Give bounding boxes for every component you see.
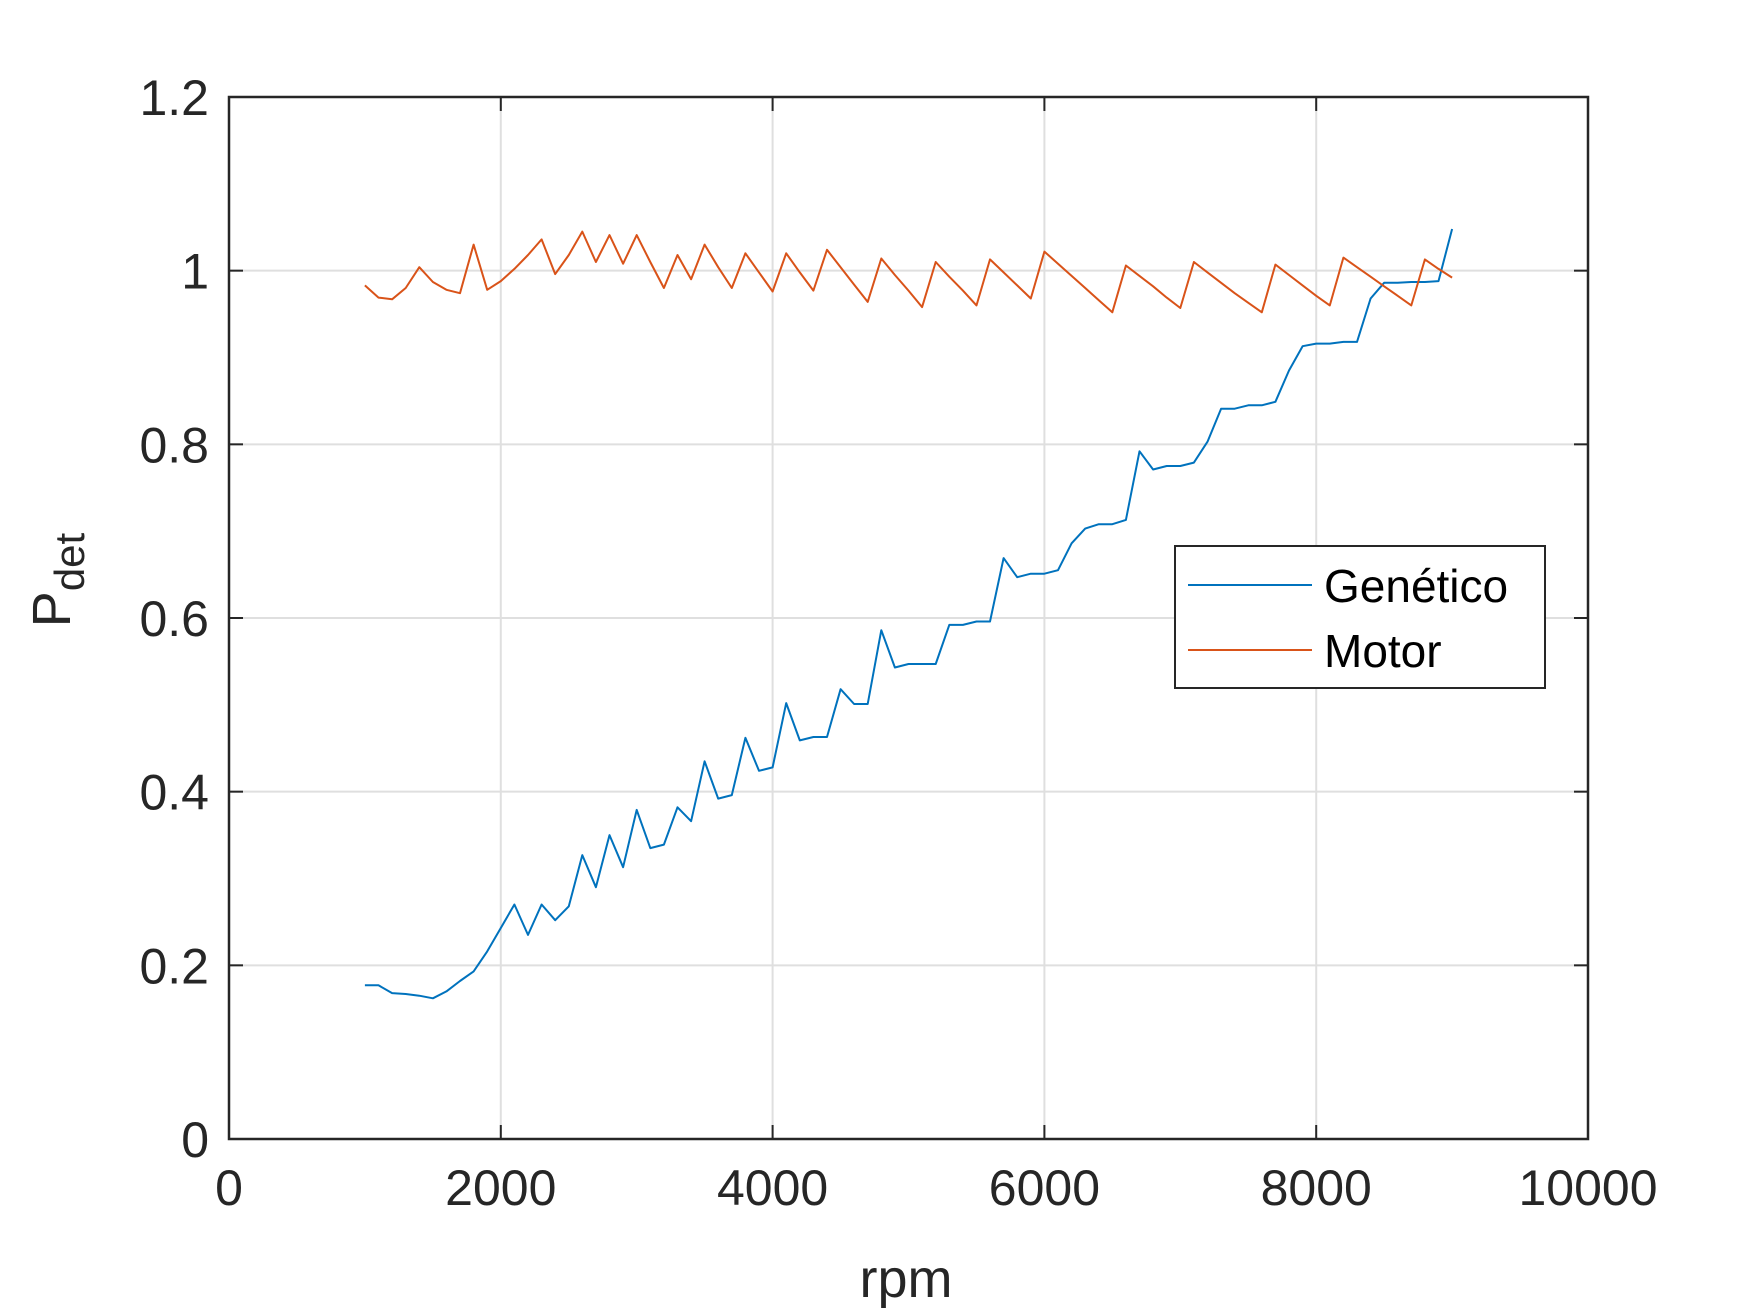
- legend-box: [1174, 545, 1546, 689]
- y-axis-label-main: P: [22, 591, 82, 627]
- legend: Genético Motor: [1174, 545, 1546, 689]
- x-tick-label: 10000: [1518, 1160, 1657, 1216]
- svg-text:Pdet: Pdet: [22, 532, 93, 627]
- x-tick-label: 8000: [1261, 1160, 1372, 1216]
- y-tick-label: 0.4: [139, 765, 209, 821]
- series-line-genetico: [364, 228, 1454, 1000]
- x-tick-label: 6000: [989, 1160, 1100, 1216]
- y-tick-labels: 0 0.2 0.4 0.6 0.8 1 1.2: [139, 70, 209, 1168]
- y-tick-label: 0: [181, 1112, 209, 1168]
- y-tick-label: 0.2: [139, 938, 209, 994]
- y-tick-label: 1.2: [139, 70, 209, 126]
- x-tick-label: 2000: [445, 1160, 556, 1216]
- x-tick-labels: 0 2000 4000 6000 8000 10000: [215, 1160, 1657, 1216]
- legend-label-motor: Motor: [1324, 625, 1442, 677]
- y-axis-label-subscript: det: [46, 532, 93, 591]
- series-line-motor: [364, 230, 1453, 314]
- y-tick-label: 1: [181, 244, 209, 300]
- y-tick-label: 0.6: [139, 591, 209, 647]
- tick-marks: [228, 96, 1589, 1140]
- series-layer: [364, 228, 1454, 1000]
- x-tick-label: 4000: [717, 1160, 828, 1216]
- x-tick-label: 0: [215, 1160, 243, 1216]
- legend-label-genetico: Genético: [1324, 560, 1508, 612]
- y-tick-label: 0.8: [139, 417, 209, 473]
- y-axis-label: Pdet: [22, 532, 93, 627]
- x-axis-label: rpm: [860, 1249, 953, 1309]
